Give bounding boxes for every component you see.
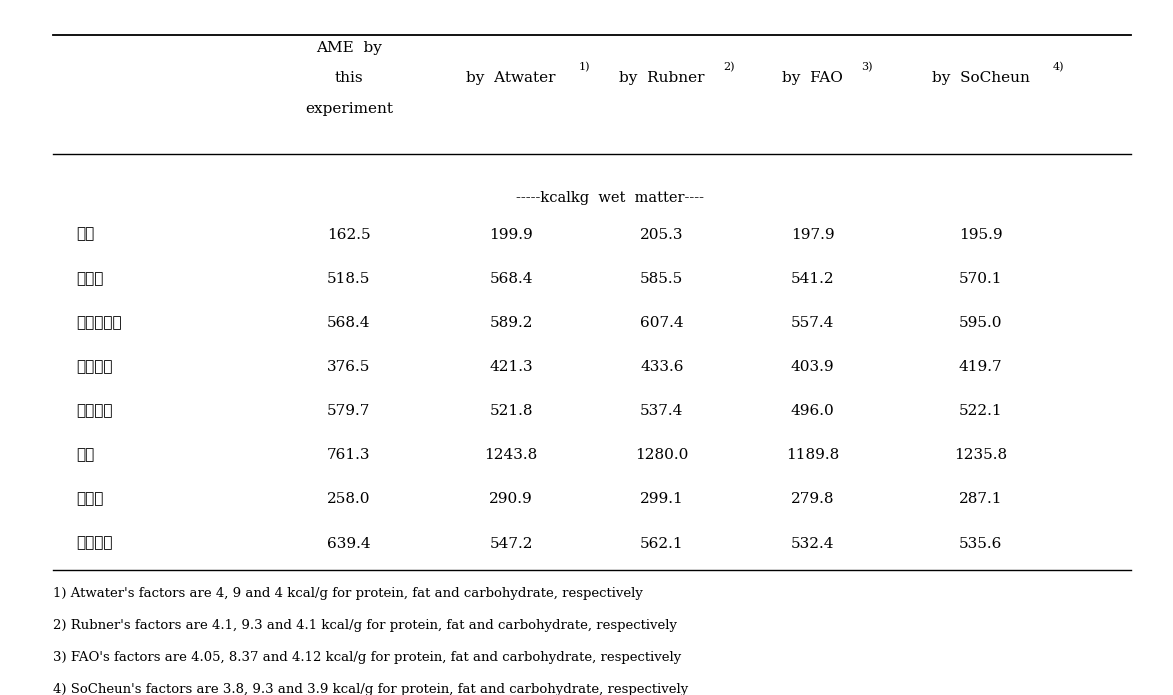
- Text: 547.2: 547.2: [489, 537, 533, 550]
- Text: 김치: 김치: [76, 228, 95, 242]
- Text: 된장지개: 된장지개: [76, 404, 113, 418]
- Text: 518.5: 518.5: [327, 272, 371, 286]
- Text: 299.1: 299.1: [640, 493, 684, 507]
- Text: 279.8: 279.8: [791, 493, 834, 507]
- Text: 된장: 된장: [76, 448, 95, 462]
- Text: 541.2: 541.2: [791, 272, 834, 286]
- Text: by  SoCheun: by SoCheun: [931, 72, 1030, 85]
- Text: 535.6: 535.6: [958, 537, 1002, 550]
- Text: 3) FAO's factors are 4.05, 8.37 and 4.12 kcal/g for protein, fat and carbohydrat: 3) FAO's factors are 4.05, 8.37 and 4.12…: [53, 651, 682, 664]
- Text: 557.4: 557.4: [791, 316, 834, 330]
- Text: experiment: experiment: [305, 102, 393, 116]
- Text: 585.5: 585.5: [640, 272, 684, 286]
- Text: 595.0: 595.0: [958, 316, 1003, 330]
- Text: 562.1: 562.1: [640, 537, 684, 550]
- Text: 1235.8: 1235.8: [954, 448, 1008, 462]
- Text: 김치지개: 김치지개: [76, 360, 113, 374]
- Text: 589.2: 589.2: [489, 316, 533, 330]
- Text: 570.1: 570.1: [958, 272, 1003, 286]
- Text: 419.7: 419.7: [958, 360, 1003, 374]
- Text: 403.9: 403.9: [791, 360, 834, 374]
- Text: this: this: [334, 72, 364, 85]
- Text: by  FAO: by FAO: [782, 72, 843, 85]
- Text: 532.4: 532.4: [791, 537, 834, 550]
- Text: 2): 2): [724, 62, 734, 72]
- Text: 1243.8: 1243.8: [484, 448, 537, 462]
- Text: 639.4: 639.4: [327, 537, 371, 550]
- Text: 1280.0: 1280.0: [635, 448, 689, 462]
- Text: 콩나물: 콩나물: [76, 272, 104, 286]
- Text: by  Atwater: by Atwater: [467, 72, 556, 85]
- Text: 537.4: 537.4: [640, 404, 684, 418]
- Text: 205.3: 205.3: [640, 228, 684, 242]
- Text: 3): 3): [861, 62, 873, 72]
- Text: 162.5: 162.5: [327, 228, 371, 242]
- Text: AME  by: AME by: [316, 41, 382, 55]
- Text: 199.9: 199.9: [489, 228, 533, 242]
- Text: 290.9: 290.9: [489, 493, 533, 507]
- Text: 1189.8: 1189.8: [786, 448, 839, 462]
- Text: 433.6: 433.6: [640, 360, 684, 374]
- Text: 496.0: 496.0: [791, 404, 834, 418]
- Text: 521.8: 521.8: [489, 404, 533, 418]
- Text: 421.3: 421.3: [489, 360, 533, 374]
- Text: 522.1: 522.1: [958, 404, 1003, 418]
- Text: 시금치나물: 시금치나물: [76, 316, 122, 330]
- Text: 195.9: 195.9: [958, 228, 1003, 242]
- Text: 761.3: 761.3: [327, 448, 371, 462]
- Text: 2) Rubner's factors are 4.1, 9.3 and 4.1 kcal/g for protein, fat and carbohydrat: 2) Rubner's factors are 4.1, 9.3 and 4.1…: [53, 619, 677, 632]
- Text: 1): 1): [578, 62, 590, 72]
- Text: 579.7: 579.7: [327, 404, 371, 418]
- Text: 258.0: 258.0: [327, 493, 371, 507]
- Text: 607.4: 607.4: [640, 316, 684, 330]
- Text: -----kcalkg  wet  matter----: -----kcalkg wet matter----: [516, 191, 704, 205]
- Text: 568.4: 568.4: [489, 272, 533, 286]
- Text: 버섹전골: 버섹전골: [76, 537, 113, 550]
- Text: by  Rubner: by Rubner: [619, 72, 705, 85]
- Text: 376.5: 376.5: [327, 360, 371, 374]
- Text: 4): 4): [1052, 62, 1064, 72]
- Text: 568.4: 568.4: [327, 316, 371, 330]
- Text: 1) Atwater's factors are 4, 9 and 4 kcal/g for protein, fat and carbohydrate, re: 1) Atwater's factors are 4, 9 and 4 kcal…: [53, 587, 643, 600]
- Text: 미역국: 미역국: [76, 493, 104, 507]
- Text: 197.9: 197.9: [791, 228, 834, 242]
- Text: 4) SoCheun's factors are 3.8, 9.3 and 3.9 kcal/g for protein, fat and carbohydra: 4) SoCheun's factors are 3.8, 9.3 and 3.…: [53, 683, 689, 695]
- Text: 287.1: 287.1: [958, 493, 1003, 507]
